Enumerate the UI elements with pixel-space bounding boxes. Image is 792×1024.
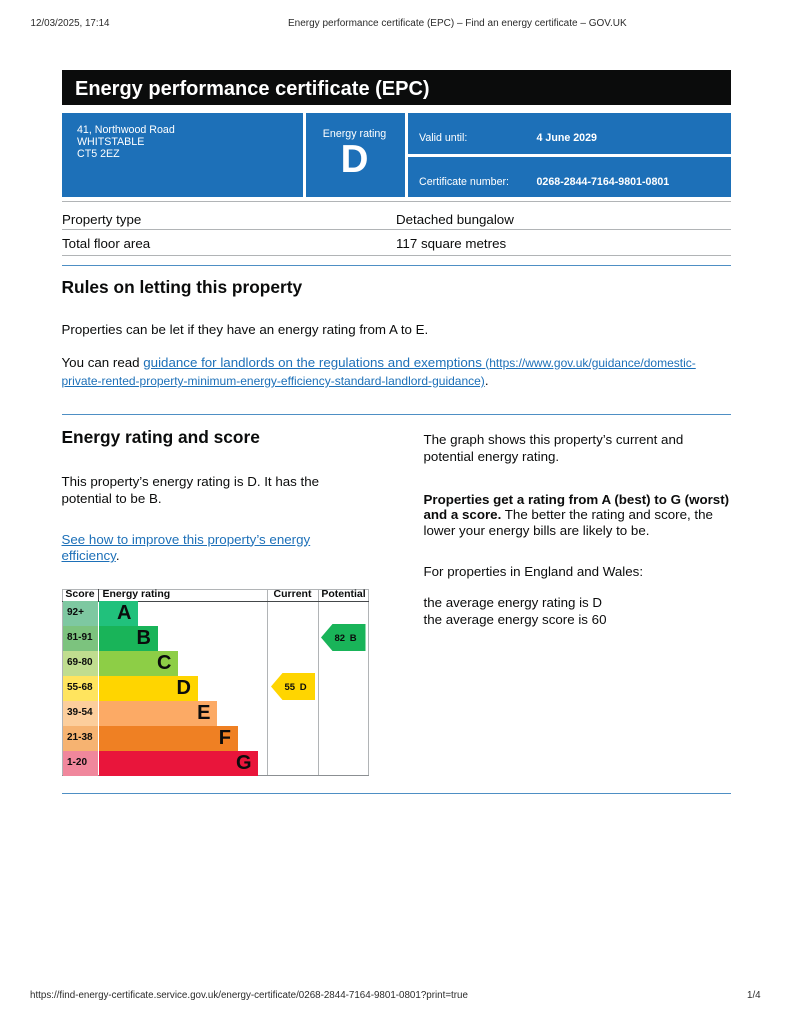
svg-text:82: 82 [335, 633, 346, 644]
svg-text:B: B [350, 633, 357, 644]
svg-text:55: 55 [284, 682, 295, 693]
svg-text:D: D [300, 682, 307, 693]
